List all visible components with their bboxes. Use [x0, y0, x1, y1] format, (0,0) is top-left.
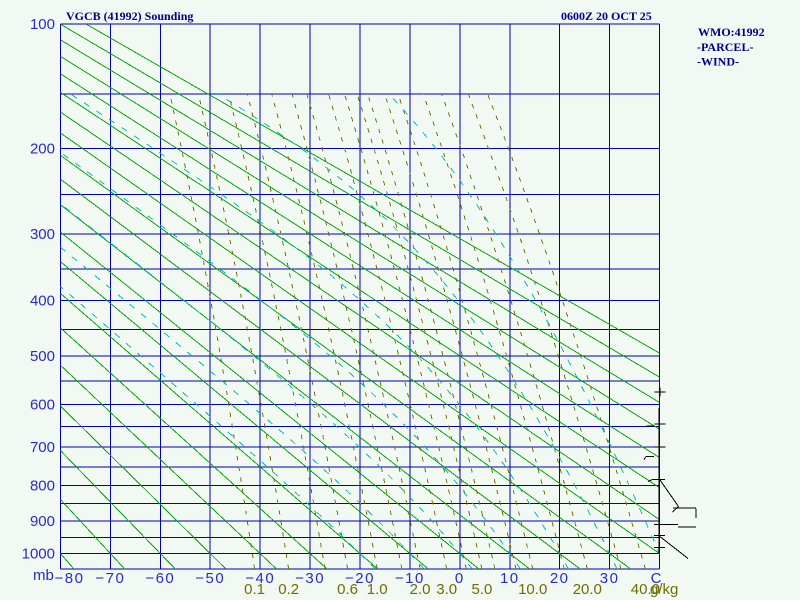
svg-text:−80: −80: [55, 570, 85, 587]
svg-text:5.0: 5.0: [471, 581, 492, 598]
svg-text:30: 30: [600, 570, 620, 587]
svg-text:600: 600: [30, 396, 55, 413]
svg-text:3.0: 3.0: [436, 581, 457, 598]
svg-text:300: 300: [30, 226, 55, 243]
svg-text:2.0: 2.0: [410, 581, 431, 598]
svg-text:-WIND-: -WIND-: [697, 55, 739, 69]
svg-text:40.0: 40.0: [631, 581, 660, 598]
svg-text:VGCB (41992) Sounding: VGCB (41992) Sounding: [66, 9, 193, 23]
svg-text:700: 700: [30, 439, 55, 456]
svg-text:−70: −70: [95, 570, 125, 587]
svg-text:100: 100: [30, 16, 55, 33]
svg-text:0600Z 20 OCT 25: 0600Z 20 OCT 25: [561, 9, 652, 23]
svg-text:0.6: 0.6: [337, 581, 358, 598]
svg-text:C: C: [651, 570, 662, 587]
svg-text:−40: −40: [245, 570, 275, 587]
svg-text:10: 10: [500, 570, 520, 587]
svg-text:200: 200: [30, 141, 55, 158]
svg-text:1.0: 1.0: [367, 581, 388, 598]
svg-text:-PARCEL-: -PARCEL-: [697, 40, 753, 54]
svg-text:400: 400: [30, 293, 55, 310]
svg-text:g/kg: g/kg: [650, 581, 678, 598]
svg-text:20: 20: [550, 570, 570, 587]
svg-text:900: 900: [30, 513, 55, 530]
svg-text:−50: −50: [195, 570, 225, 587]
svg-text:WMO:41992: WMO:41992: [698, 25, 765, 39]
svg-text:800: 800: [30, 478, 55, 495]
svg-text:1000: 1000: [22, 546, 55, 563]
svg-text:20.0: 20.0: [573, 581, 602, 598]
svg-text:−30: −30: [295, 570, 325, 587]
svg-text:−20: −20: [345, 570, 375, 587]
svg-text:500: 500: [30, 348, 55, 365]
svg-text:mb: mb: [33, 567, 54, 584]
svg-text:−10: −10: [395, 570, 425, 587]
svg-text:−60: −60: [145, 570, 175, 587]
svg-text:0.2: 0.2: [278, 581, 299, 598]
svg-text:0.1: 0.1: [244, 581, 265, 598]
svg-text:10.0: 10.0: [518, 581, 547, 598]
svg-text:0: 0: [455, 570, 465, 587]
